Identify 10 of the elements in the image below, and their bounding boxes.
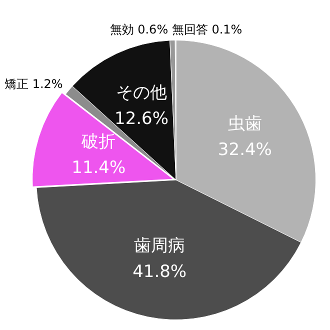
slice-label: その他: [116, 83, 168, 104]
data-label: 11.4%: [72, 158, 126, 178]
data-label: 32.4%: [218, 140, 272, 160]
slice-label: 矯正 1.2%: [4, 77, 63, 92]
data-label: 41.8%: [132, 262, 187, 282]
data-label: 12.6%: [114, 109, 169, 130]
category-label: 無効 0.6% 無回答 0.1%: [110, 22, 242, 36]
slice-label: 虫歯: [228, 114, 262, 134]
slice-label: 歯周病: [134, 236, 186, 256]
slice-label: 破折: [80, 132, 116, 152]
